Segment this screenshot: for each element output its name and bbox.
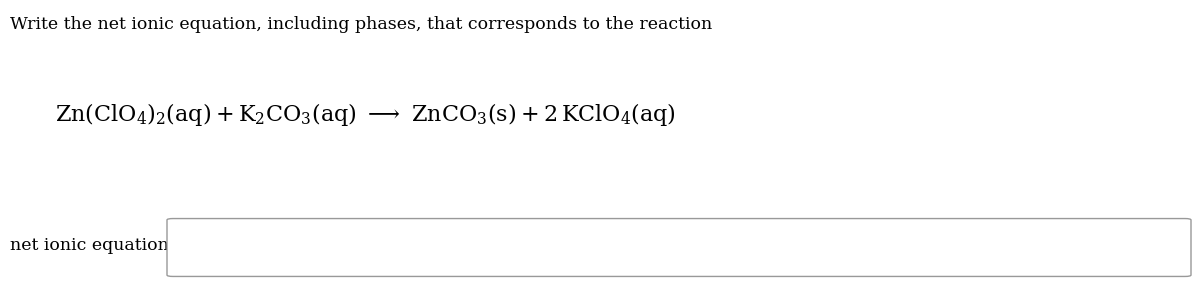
Text: $\mathregular{Zn(ClO_4)_2(aq) + K_2CO_3(aq)\ {\longrightarrow}\ ZnCO_3(s) + 2\,K: $\mathregular{Zn(ClO_4)_2(aq) + K_2CO_3(… xyxy=(55,101,676,127)
Text: Write the net ionic equation, including phases, that corresponds to the reaction: Write the net ionic equation, including … xyxy=(10,16,713,33)
Text: net ionic equation:: net ionic equation: xyxy=(10,236,175,253)
